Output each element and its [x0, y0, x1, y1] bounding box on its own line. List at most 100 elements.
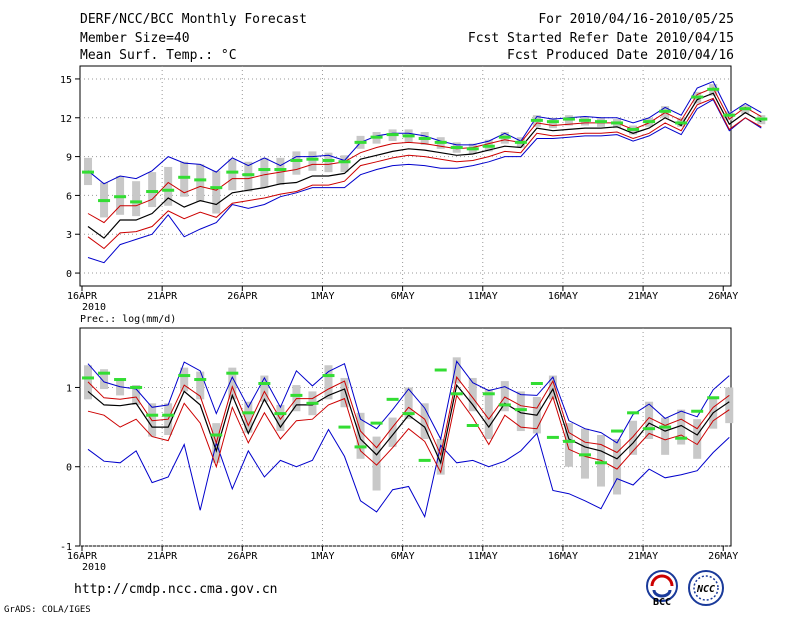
p1-spread-box: [148, 172, 157, 208]
forecast-period: For 2010/04/16-2010/05/25: [538, 12, 734, 27]
p1-spread-box: [228, 159, 237, 191]
p2-spread-box: [244, 401, 253, 433]
p2-x-tick-label: 16MAY: [548, 551, 578, 562]
p1-y-tick-label: 3: [66, 230, 72, 241]
p2-spread-box: [132, 385, 141, 405]
p2-spread-box: [564, 423, 573, 467]
p1-x-tick-label: 6MAY: [391, 291, 415, 302]
p1-x-tick-label: 26APR: [227, 291, 258, 302]
p2-x-tick-label: 1MAY: [310, 551, 334, 562]
p1-spread-box: [308, 151, 317, 171]
p2-spread-box: [180, 367, 189, 392]
p2-spread-box: [613, 438, 622, 495]
p2-plot-frame: [79, 327, 732, 547]
ncc-logo: NCC: [688, 570, 724, 606]
p2-inner-upper-line: [87, 375, 730, 457]
variable-label-temp: Mean Surf. Temp.: °C: [80, 48, 237, 63]
p2-x-tick-label: 21MAY: [628, 551, 658, 562]
p1-x-tick-label: 16MAY: [548, 291, 578, 302]
p2-spread-box: [645, 401, 654, 439]
p1-y-tick-label: 12: [60, 114, 72, 125]
p2-x-tick-label: 21APR: [147, 551, 178, 562]
p1-y-tick-label: 15: [60, 75, 72, 86]
p2-spread-box: [548, 375, 557, 400]
p2-spread-box: [372, 436, 381, 491]
p2-outer-lower-line: [87, 428, 730, 519]
p2-spread-box: [420, 403, 429, 439]
p2-spread-box: [436, 438, 445, 475]
p2-x-tick-label: 26APR: [227, 551, 258, 562]
p2-x-tick-label: 11MAY: [468, 551, 498, 562]
p2-spread-box: [629, 420, 638, 455]
p1-x-tick-label: 21APR: [147, 291, 178, 302]
p1-y-tick-label: 6: [66, 191, 72, 202]
p2-ensemble-mean-line: [87, 383, 730, 465]
p2-x-year-label: 2010: [82, 562, 106, 573]
p2-spread-box: [324, 365, 333, 400]
p2-spread-box: [228, 367, 237, 400]
p1-spread-box: [324, 152, 333, 173]
p2-x-tick-label: 26MAY: [708, 551, 738, 562]
p2-spread-box: [340, 377, 349, 408]
p1-spread-box: [132, 181, 141, 217]
p2-y-tick-label: 1: [66, 383, 72, 394]
p2-spread-box: [404, 387, 413, 420]
p2-spread-box: [661, 417, 670, 455]
chart-title: DERF/NCC/BCC Monthly Forecast: [80, 12, 307, 27]
p1-spread-box: [212, 170, 221, 214]
p1-ensemble-mean-line: [87, 92, 762, 239]
p2-spread-box: [516, 391, 525, 432]
forecast-produced-date: Fcst Produced Date 2010/04/16: [507, 48, 734, 63]
p2-x-tick-label: 16APR: [67, 551, 98, 562]
grads-credit: GrADS: COLA/IGES: [4, 605, 91, 615]
p2-spread-box: [100, 369, 109, 390]
bcc-logo: BCC: [646, 570, 678, 608]
p1-x-tick-label: 11MAY: [468, 291, 498, 302]
p1-spread-box: [196, 164, 205, 202]
p2-spread-box: [500, 381, 509, 412]
p2-spread-box: [452, 357, 461, 384]
p2-x-tick-label: 6MAY: [391, 551, 415, 562]
p1-spread-box: [292, 151, 301, 175]
p1-x-tick-label: 1MAY: [310, 291, 334, 302]
p1-x-year-label: 2010: [82, 302, 106, 313]
p2-y-tick-label: 0: [66, 463, 72, 474]
p1-spread-box: [260, 157, 269, 188]
member-size-label: Member Size=40: [80, 31, 190, 46]
forecast-started-date: Fcst Started Refer Date 2010/04/15: [467, 31, 734, 46]
p2-spread-box: [388, 417, 397, 447]
p1-y-tick-label: 9: [66, 153, 72, 164]
p1-plot-frame: [79, 65, 732, 287]
p2-spread-box: [116, 379, 125, 396]
p2-spread-box: [356, 412, 365, 459]
p2-spread-box: [677, 409, 686, 445]
p2-outer-upper-line: [87, 360, 730, 444]
source-url[interactable]: http://cmdp.ncc.cma.gov.cn: [74, 582, 278, 597]
p2-spread-box: [276, 404, 285, 432]
bcc-logo-text: BCC: [653, 597, 671, 608]
p1-spread-box: [244, 161, 253, 192]
ncc-logo-text: NCC: [696, 584, 715, 595]
p1-inner-upper-line: [87, 87, 762, 224]
p2-spread-box: [484, 389, 493, 439]
variable-label-precip: Prec.: log(mm/d): [80, 314, 176, 325]
p1-inner-lower-line: [87, 97, 762, 250]
p1-spread-box: [180, 161, 189, 197]
p1-outer-lower-line: [87, 98, 762, 264]
p1-x-tick-label: 16APR: [67, 291, 98, 302]
p2-spread-box: [196, 371, 205, 400]
p1-outer-upper-line: [87, 80, 762, 185]
p2-spread-box: [260, 375, 269, 402]
p1-x-tick-label: 21MAY: [628, 291, 658, 302]
p2-inner-lower-line: [87, 394, 730, 474]
p2-spread-box: [725, 387, 734, 424]
p1-spread-box: [276, 157, 285, 186]
p2-spread-box: [693, 419, 702, 459]
p1-spread-box: [164, 166, 173, 206]
p2-y-tick-label: -1: [60, 542, 72, 553]
p1-x-tick-label: 26MAY: [708, 291, 738, 302]
p1-y-tick-label: 0: [66, 269, 72, 280]
p2-spread-box: [468, 377, 477, 412]
